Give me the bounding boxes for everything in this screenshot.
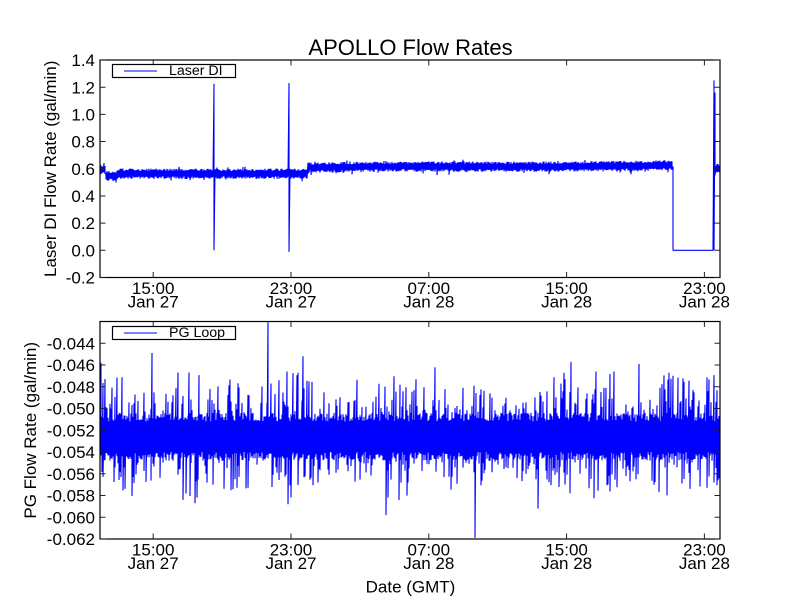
- svg-text:PG Loop: PG Loop: [169, 325, 225, 341]
- svg-text:1.4: 1.4: [71, 51, 95, 70]
- svg-text:23:00: 23:00: [270, 541, 313, 560]
- svg-text:1.0: 1.0: [71, 106, 95, 125]
- svg-text:15:00: 15:00: [545, 279, 588, 298]
- svg-text:Jan 28: Jan 28: [541, 293, 592, 312]
- svg-text:PG Flow Rate (gal/min): PG Flow Rate (gal/min): [21, 342, 40, 519]
- svg-text:Jan 28: Jan 28: [403, 554, 454, 573]
- svg-text:-0.052: -0.052: [47, 421, 95, 440]
- svg-text:Laser DI Flow Rate (gal/min): Laser DI Flow Rate (gal/min): [41, 61, 60, 277]
- svg-text:15:00: 15:00: [132, 279, 175, 298]
- svg-text:Jan 27: Jan 27: [128, 293, 179, 312]
- svg-text:APOLLO Flow Rates: APOLLO Flow Rates: [308, 35, 512, 60]
- svg-text:23:00: 23:00: [683, 541, 726, 560]
- svg-text:Jan 28: Jan 28: [403, 293, 454, 312]
- svg-text:0.2: 0.2: [71, 214, 95, 233]
- svg-text:-0.060: -0.060: [47, 508, 95, 527]
- svg-text:0.8: 0.8: [71, 133, 95, 152]
- svg-text:07:00: 07:00: [408, 541, 451, 560]
- svg-text:-0.058: -0.058: [47, 487, 95, 506]
- svg-text:-0.048: -0.048: [47, 378, 95, 397]
- svg-text:Jan 28: Jan 28: [679, 554, 730, 573]
- svg-text:15:00: 15:00: [545, 541, 588, 560]
- svg-text:-0.050: -0.050: [47, 400, 95, 419]
- svg-text:07:00: 07:00: [408, 279, 451, 298]
- svg-text:-0.044: -0.044: [47, 334, 95, 353]
- svg-text:Jan 27: Jan 27: [265, 554, 316, 573]
- svg-text:15:00: 15:00: [132, 541, 175, 560]
- svg-text:-0.046: -0.046: [47, 356, 95, 375]
- svg-text:Laser DI: Laser DI: [169, 63, 223, 79]
- svg-text:0.4: 0.4: [71, 187, 95, 206]
- svg-text:-0.054: -0.054: [47, 443, 95, 462]
- svg-text:Jan 28: Jan 28: [679, 293, 730, 312]
- svg-text:0.6: 0.6: [71, 160, 95, 179]
- svg-text:Jan 28: Jan 28: [541, 554, 592, 573]
- svg-text:Date (GMT): Date (GMT): [366, 578, 456, 597]
- svg-text:23:00: 23:00: [683, 279, 726, 298]
- svg-text:-0.062: -0.062: [47, 530, 95, 549]
- svg-text:1.2: 1.2: [71, 78, 95, 97]
- svg-text:-0.056: -0.056: [47, 465, 95, 484]
- svg-text:23:00: 23:00: [270, 279, 313, 298]
- svg-text:Jan 27: Jan 27: [265, 293, 316, 312]
- svg-text:-0.2: -0.2: [66, 269, 95, 288]
- svg-text:0.0: 0.0: [71, 241, 95, 260]
- svg-text:Jan 27: Jan 27: [128, 554, 179, 573]
